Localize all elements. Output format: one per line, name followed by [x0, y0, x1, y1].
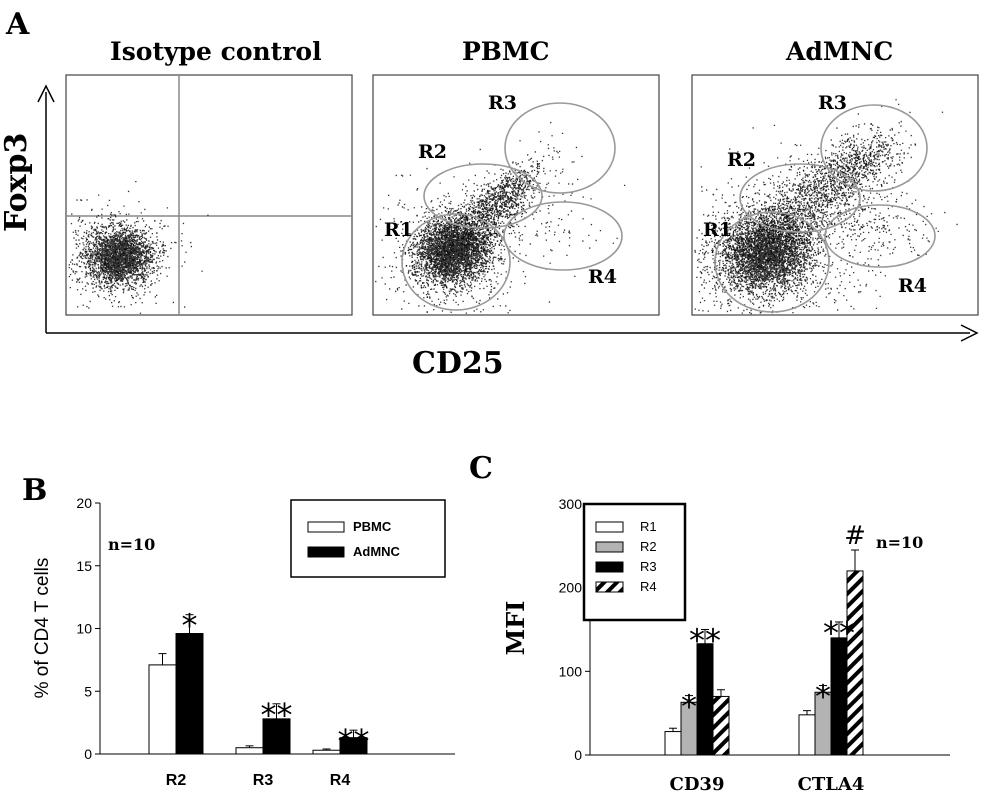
event-dots [809, 185, 958, 272]
y-tick-label: 10 [76, 621, 92, 637]
legend-label-R4: R4 [640, 579, 657, 594]
y-tick-label: 20 [76, 495, 92, 511]
admnc-gate-r4 [824, 204, 936, 268]
legend-swatch-PBMC [307, 521, 345, 533]
bar-PBMC-R4 [312, 749, 341, 755]
category-label: R4 [330, 772, 351, 789]
admnc-dot-cloud [694, 99, 958, 315]
cd25-axis-label: CD25 [412, 346, 504, 381]
pbmc-gate-r2 [423, 163, 543, 229]
admnc-gate-r3 [820, 104, 928, 192]
bar-R1-CTLA4 [798, 714, 816, 756]
significance-marker: ** [823, 614, 855, 652]
category-label: CTLA4 [798, 774, 865, 795]
y-axis-label: MFI [501, 601, 530, 656]
significance-marker: ** [261, 696, 293, 734]
y-tick-label: 0 [574, 747, 582, 763]
admnc-gate-r2 [739, 163, 861, 233]
foxp3-axis-label: Foxp3 [0, 133, 34, 232]
bar-R4-CD39 [712, 695, 730, 756]
event-dots [393, 190, 523, 313]
bar-R4-CTLA4 [846, 570, 864, 756]
significance-marker: * [681, 688, 697, 726]
admnc-gate-r3-label: R3 [818, 92, 847, 114]
pbmc-gate-r1-label: R1 [384, 219, 413, 241]
bar-AdMNC-R3 [262, 718, 291, 755]
legend-label-R1: R1 [640, 519, 657, 534]
y-tick-label: 100 [559, 663, 583, 679]
isotype-plot-title: Isotype control [110, 37, 322, 66]
isotype-dot-cloud [68, 181, 209, 314]
significance-marker: ** [689, 622, 721, 660]
legend: R1 R2 R3 R4 [582, 502, 687, 622]
legend-frame [290, 499, 446, 578]
y-tick-label: 5 [84, 683, 92, 699]
admnc-plot-title: AdMNC [785, 37, 893, 66]
legend-swatch-R2 [595, 541, 624, 553]
pbmc-plot-frame [372, 74, 660, 316]
bar-R1-CD39 [664, 731, 682, 756]
admnc-gate-r1 [714, 211, 830, 313]
event-dots [514, 121, 592, 212]
significance-marker: # [844, 521, 866, 551]
bar-PBMC-R3 [235, 747, 264, 755]
panel-c-letter: C [469, 451, 493, 486]
y-tick-label: 15 [76, 558, 92, 574]
legend-label-R2: R2 [640, 539, 657, 554]
pbmc-gate-r4-label: R4 [588, 266, 617, 288]
legend-label-PBMC: PBMC [353, 519, 392, 534]
bar-R3-CTLA4 [830, 637, 848, 756]
y-tick-label: 300 [559, 496, 583, 512]
legend-swatch-R4 [595, 581, 624, 593]
category-label: CD39 [670, 774, 725, 795]
foxp3-axis-arrow-icon [37, 84, 55, 103]
bar-AdMNC-R2 [175, 633, 204, 755]
pbmc-gate-r1 [401, 213, 511, 311]
legend-swatch-R3 [595, 561, 624, 573]
significance-marker: * [182, 607, 198, 645]
legend-label-R3: R3 [640, 559, 657, 574]
pbmc-gate-r3 [504, 102, 616, 194]
pbmc-gate-r2-label: R2 [418, 141, 447, 163]
sample-size-note: n=10 [108, 535, 155, 554]
isotype-plot [65, 74, 353, 316]
pbmc-plot: R1 R2 R3 R4 [372, 74, 660, 316]
panel-a-letter: A [5, 7, 30, 42]
legend: PBMC AdMNC [290, 499, 446, 578]
admnc-gate-r2-label: R2 [727, 149, 756, 171]
significance-marker: ** [338, 722, 370, 760]
category-label: R3 [253, 772, 274, 789]
legend-swatch-R1 [595, 521, 624, 533]
sample-size-note: n=10 [876, 533, 923, 552]
admnc-gate-r1-label: R1 [703, 219, 732, 241]
legend-label-AdMNC: AdMNC [353, 544, 401, 559]
admnc-gate-r4-label: R4 [898, 275, 927, 297]
category-label: R2 [166, 772, 187, 789]
legend-swatch-AdMNC [307, 546, 345, 558]
pbmc-gate-r3-label: R3 [488, 92, 517, 114]
isotype-plot-frame [65, 74, 353, 316]
admnc-plot: R1 R2 R3 R4 [691, 74, 979, 316]
y-axis-label: % of CD4 T cells [32, 558, 53, 699]
cd25-axis-arrow-icon [960, 324, 979, 342]
event-dots [694, 193, 856, 314]
y-tick-label: 200 [559, 580, 583, 596]
bar-R3-CD39 [696, 643, 714, 756]
significance-marker: * [815, 678, 831, 716]
admnc-plot-frame [691, 74, 979, 316]
y-tick-label: 0 [84, 746, 92, 762]
bar-PBMC-R2 [148, 664, 177, 755]
pbmc-gate-r4 [503, 201, 623, 271]
pbmc-plot-title: PBMC [462, 37, 550, 66]
panel-b-letter: B [22, 473, 47, 508]
